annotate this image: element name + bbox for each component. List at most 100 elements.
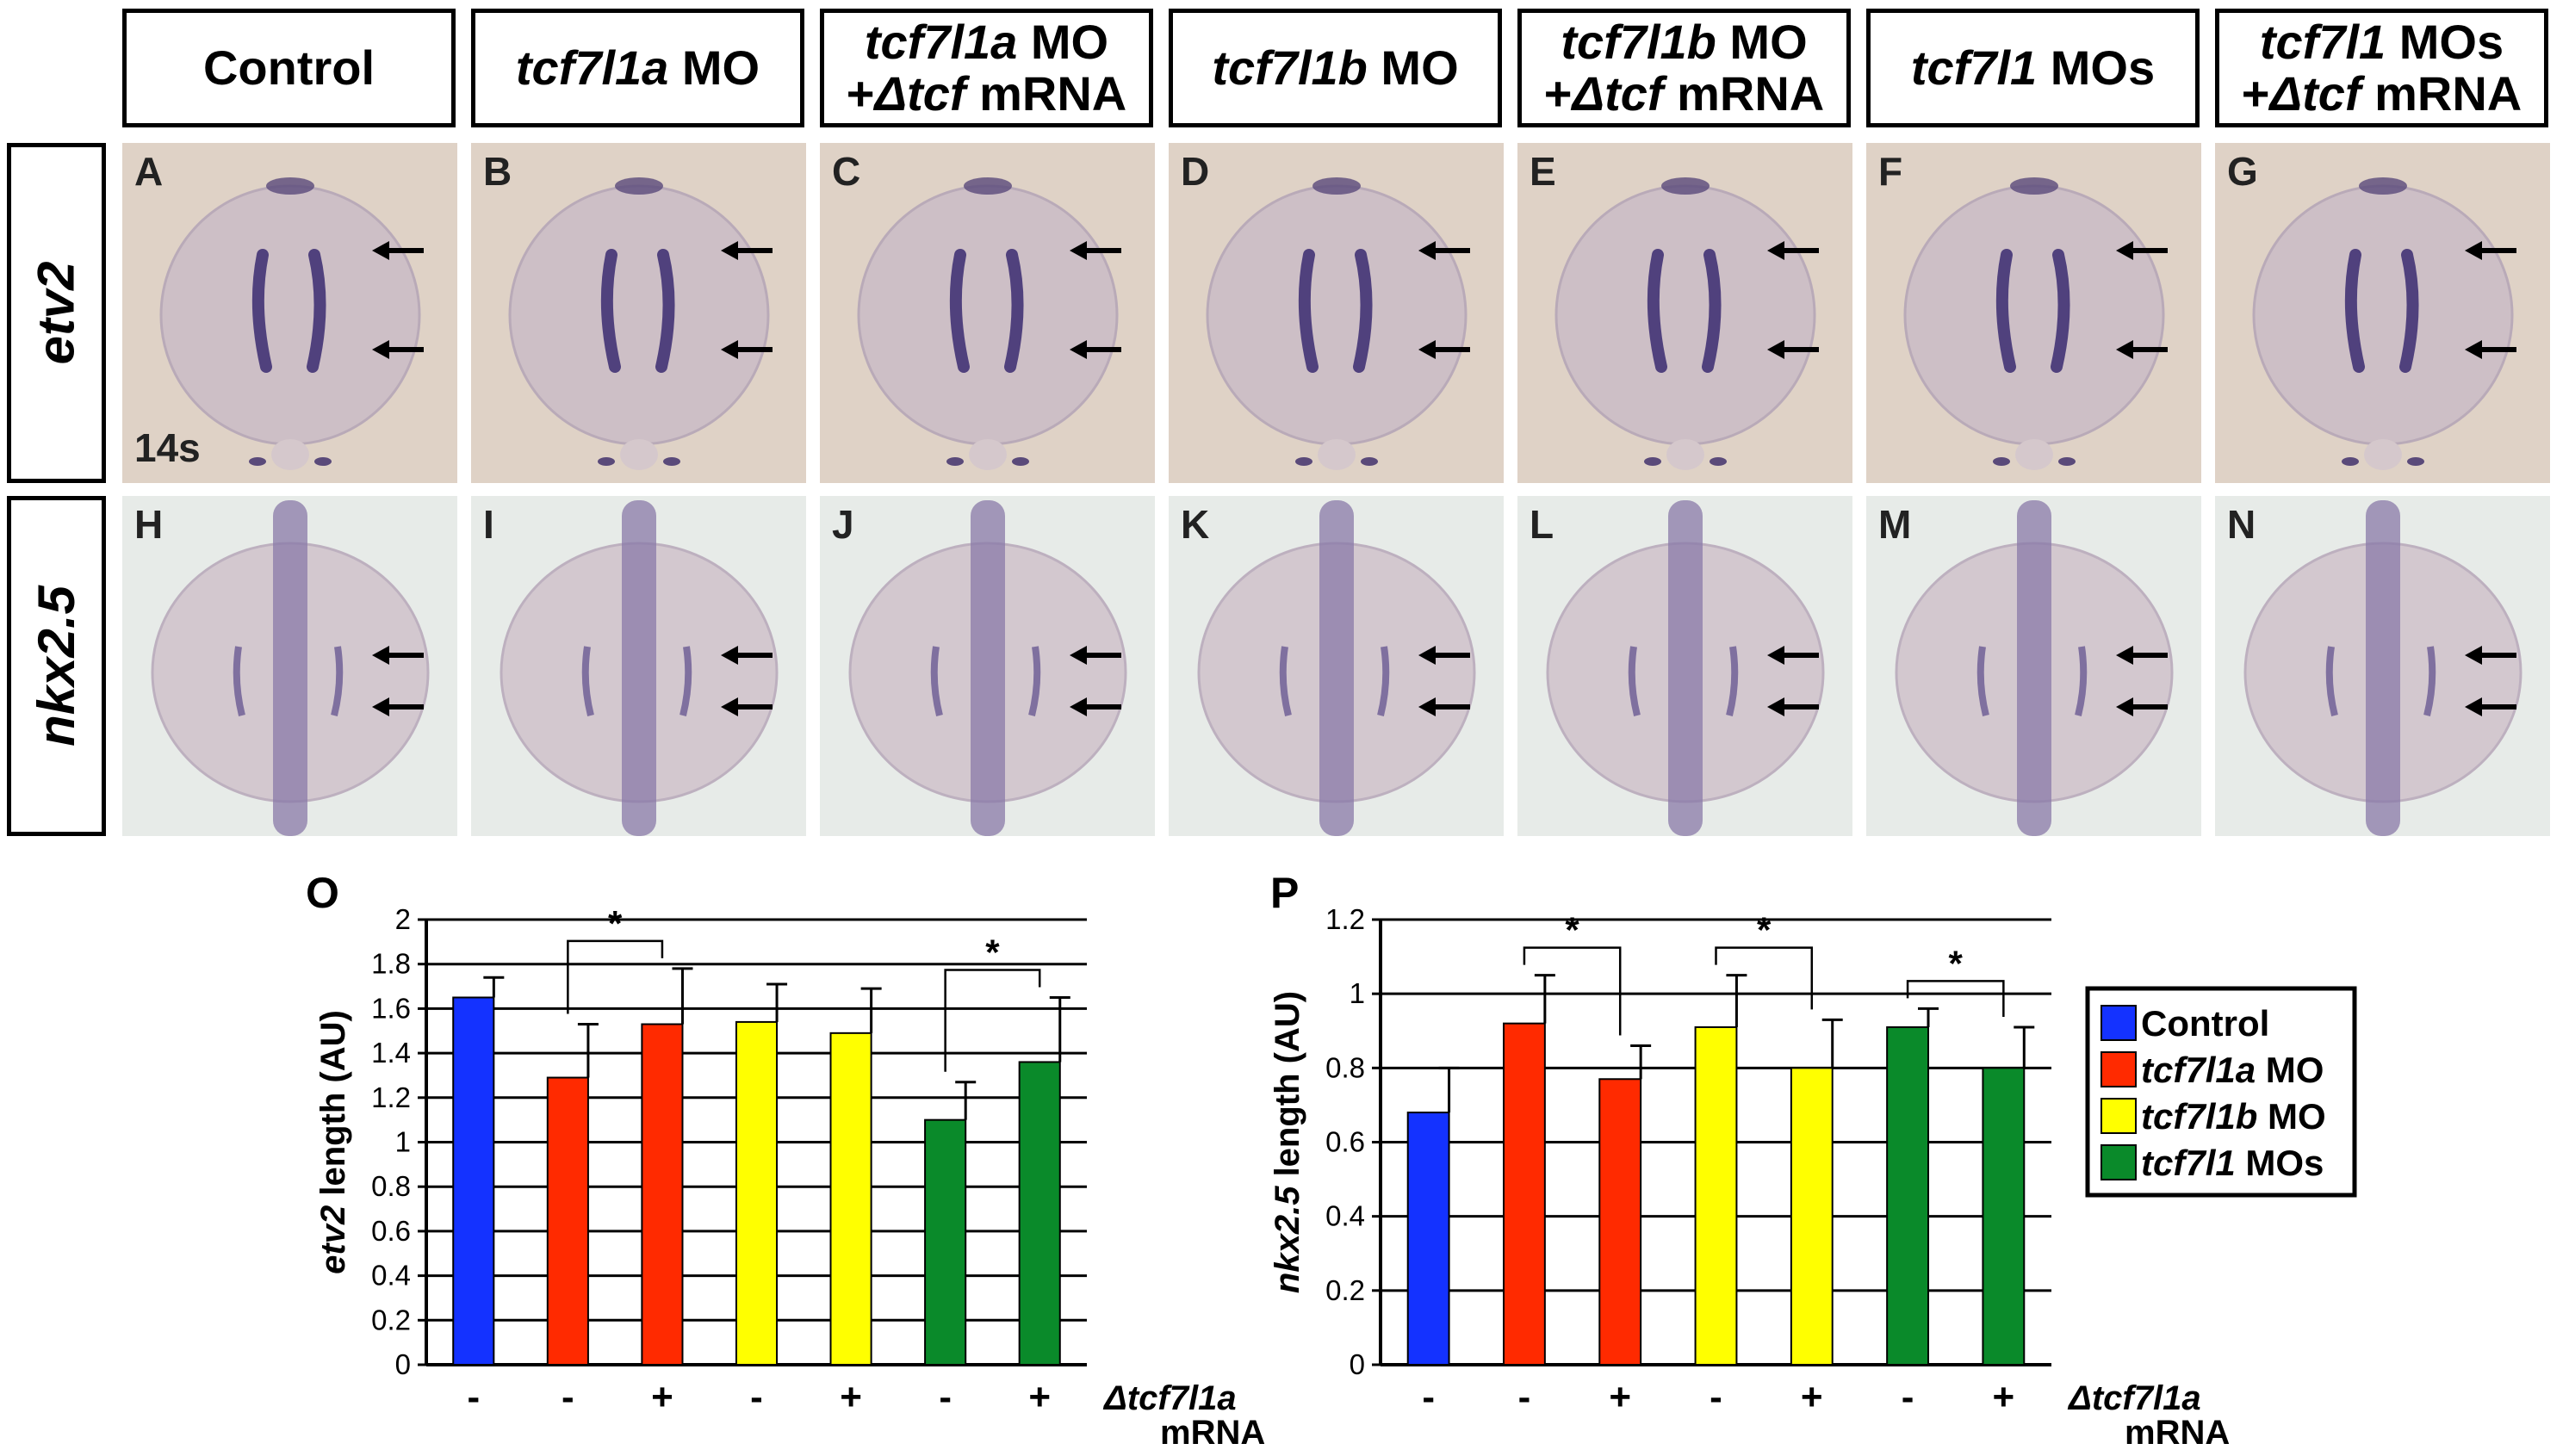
embryo-image: [1206, 177, 1470, 470]
x-category-label: +: [1993, 1376, 2015, 1418]
micrograph-panel-h: H: [122, 496, 457, 836]
column-header-line1: tcf7l1 MOs: [1911, 42, 2155, 94]
embryo-midline: [971, 500, 1005, 836]
arrow-icon: [721, 697, 773, 716]
column-header-line2-italic: Δtcf: [1572, 66, 1664, 121]
bar-6: [924, 1118, 967, 1366]
column-header-5: tcf7l1b MO +Δtcf mRNA: [1517, 9, 1851, 127]
column-header-line2-plain: mRNA: [1663, 66, 1825, 121]
bar-3: [1598, 1078, 1642, 1366]
legend-label-2: tcf7l1a MO: [2141, 1050, 2324, 1090]
error-bar-4: [1726, 974, 1747, 1027]
bar-4: [1694, 1025, 1738, 1366]
column-header-line2-italic: Δtcf: [2269, 66, 2361, 121]
error-bar-5: [860, 987, 882, 1033]
column-header-italic: tcf7l1b: [1561, 15, 1716, 69]
tail-stain-left: [2342, 457, 2359, 466]
column-header-line1: tcf7l1 MOs: [2260, 16, 2504, 68]
panel-letter: H: [134, 502, 164, 547]
error-bar-4: [766, 982, 788, 1022]
x-category-label: -: [1518, 1376, 1531, 1418]
panel-letter: I: [483, 502, 494, 547]
column-header-2: tcf7l1a MO: [471, 9, 804, 127]
panel-letter: D: [1181, 149, 1210, 194]
micrograph-panel-g: G: [2215, 143, 2550, 483]
expression-stripe-right: [307, 249, 326, 373]
column-header-plain: MO: [1017, 15, 1109, 69]
arrow-icon: [2465, 241, 2516, 260]
column-header-plain: MO: [1716, 15, 1808, 69]
x-category-label: -: [467, 1376, 480, 1418]
expression-stripe-right: [2075, 646, 2088, 716]
legend-label-4: tcf7l1 MOs: [2141, 1143, 2324, 1183]
arrow-icon: [1767, 646, 1819, 665]
y-tick-label: 1.2: [371, 1081, 411, 1113]
tail-stain-left: [249, 457, 266, 466]
bar-4: [735, 1020, 779, 1366]
micrograph-panel-b: B: [471, 143, 806, 483]
y-tick-label: 0.2: [371, 1304, 411, 1335]
column-header-italic: tcf7l1: [1910, 40, 2038, 95]
column-header-plain: Control: [202, 40, 375, 95]
arrow-icon: [1418, 646, 1470, 665]
legend-swatch-3: [2100, 1098, 2137, 1134]
column-header-line1: tcf7l1a MO: [516, 42, 760, 94]
embryo-image: [1197, 500, 1476, 836]
expression-stripe-left: [581, 646, 594, 716]
micrograph-panel-n: N: [2215, 496, 2550, 836]
legend-label-plain: MO: [2257, 1096, 2325, 1137]
tail-stain-right: [1361, 457, 1378, 466]
column-header-line2-prefix: +: [1543, 66, 1573, 121]
panel-letter: M: [1878, 502, 1912, 547]
significance-star: *: [985, 932, 1000, 972]
embryo-tail: [620, 439, 658, 470]
column-header-plain: MO: [1367, 40, 1459, 95]
error-bar-2: [1534, 974, 1555, 1024]
y-tick-label: 0.6: [1325, 1126, 1365, 1158]
expression-stripe-right: [2423, 646, 2436, 716]
expression-stripe-left: [1279, 646, 1292, 716]
column-header-4: tcf7l1b MO: [1169, 9, 1502, 127]
significance-bracket-1: *: [1523, 910, 1622, 1036]
arrow-icon: [721, 241, 773, 260]
embryo-head-stain: [615, 177, 663, 195]
arrow-icon: [1070, 646, 1121, 665]
micrograph-panel-d: D: [1169, 143, 1504, 483]
significance-star: *: [1565, 910, 1579, 951]
embryo-image: [1546, 500, 1825, 836]
embryo-image: [151, 500, 430, 836]
chart-panel-letter: P: [1270, 869, 1299, 917]
error-bar-2: [577, 1022, 599, 1078]
bar-3: [641, 1023, 684, 1366]
bar-5: [1790, 1067, 1834, 1366]
micrograph-panel-i: I: [471, 496, 806, 836]
x-category-label: +: [1609, 1376, 1631, 1418]
legend-label-italic: tcf7l1b: [2141, 1096, 2257, 1137]
arrow-icon: [1418, 241, 1470, 260]
significance-bracket-2: *: [1715, 910, 1814, 1010]
arrow-icon: [2465, 340, 2516, 359]
embryo-image: [508, 177, 773, 470]
expression-stripe-right: [2051, 249, 2070, 373]
x-category-label: +: [840, 1376, 862, 1418]
micrograph-panel-f: F: [1866, 143, 2201, 483]
x-category-label: -: [1710, 1376, 1722, 1418]
column-header-line2-italic: Δtcf: [874, 66, 966, 121]
bar-2: [546, 1076, 589, 1366]
expression-stripe-left: [600, 249, 621, 373]
column-header-line2: +Δtcf mRNA: [847, 68, 1126, 120]
arrow-icon: [1767, 340, 1819, 359]
embryo-image: [159, 177, 424, 470]
column-header-7: tcf7l1 MOs +Δtcf mRNA: [2215, 9, 2548, 127]
expression-stripe-right: [655, 249, 675, 373]
arrow-icon: [1767, 241, 1819, 260]
tail-stain-right: [314, 457, 332, 466]
expression-stripe-left: [1976, 646, 1989, 716]
embryo-head-stain: [2010, 177, 2058, 195]
error-bar-1: [1438, 1066, 1460, 1113]
expression-stripe-left: [949, 249, 970, 373]
arrow-icon: [372, 697, 424, 716]
embryo-image: [2243, 500, 2522, 836]
